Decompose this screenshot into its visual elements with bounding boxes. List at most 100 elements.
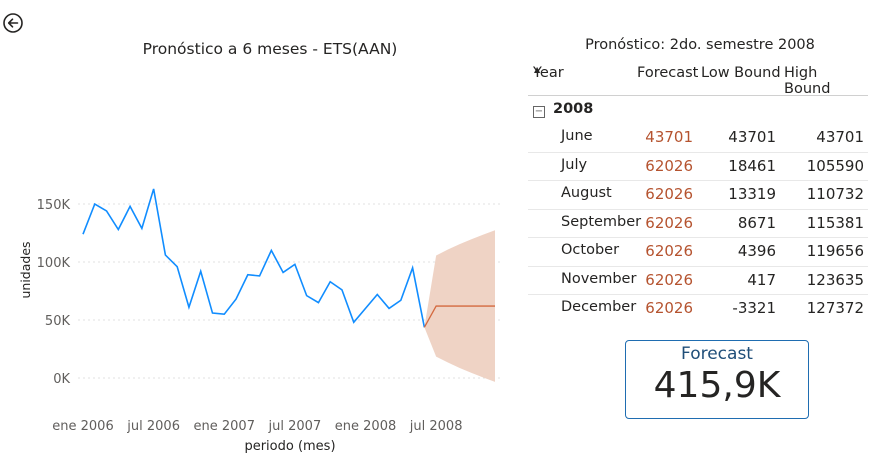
card-value: 415,9K: [653, 365, 781, 406]
forecast-table: Year ▲ Forecast Low Bound High Bound − 2…: [528, 60, 868, 323]
table-row[interactable]: July 62026 18461 105590: [528, 151, 868, 181]
sort-ascending-icon[interactable]: ▲: [534, 65, 541, 74]
actual-data-point[interactable]: [352, 320, 356, 324]
collapse-icon[interactable]: −: [533, 106, 545, 118]
high-bound-cell: 105590: [806, 156, 864, 175]
table-header: Year ▲ Forecast Low Bound High Bound: [528, 60, 868, 97]
actual-data-point[interactable]: [328, 280, 332, 284]
forecast-cell: 62026: [645, 270, 693, 289]
low-bound-cell: 43701: [728, 128, 776, 146]
month-cell: July: [561, 156, 588, 173]
actual-data-point[interactable]: [364, 306, 368, 310]
actual-data-point[interactable]: [152, 187, 156, 191]
forecast-cell: 62026: [645, 242, 693, 260]
actual-data-point[interactable]: [199, 269, 203, 273]
forecast-cell: 62026: [645, 299, 693, 317]
forecast-data-point[interactable]: [422, 325, 426, 329]
forecast-data-point[interactable]: [446, 304, 450, 308]
high-bound-cell: 110732: [806, 185, 864, 203]
header-forecast[interactable]: Forecast: [637, 65, 699, 81]
card-label: Forecast: [681, 344, 753, 364]
actual-data-point[interactable]: [116, 228, 120, 232]
x-tick-label: ene 2006: [52, 419, 113, 434]
forecast-cell: 62026: [645, 213, 693, 232]
table-title: Pronóstico: 2do. semestre 2008: [585, 37, 815, 53]
x-tick-label: ene 2008: [335, 419, 396, 434]
actual-data-point[interactable]: [269, 248, 273, 252]
chart-canvas: Pronóstico a 6 meses - ETS(AAN) 0K 50K 100…: [18, 40, 500, 454]
header-year[interactable]: Year: [533, 65, 564, 81]
table-row[interactable]: August 62026 13319 110732: [528, 180, 868, 209]
actual-data-point[interactable]: [175, 265, 179, 269]
y-tick-label: 100K: [37, 256, 71, 271]
actual-data-point[interactable]: [316, 301, 320, 305]
high-bound-cell: 127372: [806, 299, 864, 317]
actual-data-point[interactable]: [387, 306, 391, 310]
actual-data-point[interactable]: [246, 273, 250, 277]
actual-data-point[interactable]: [340, 288, 344, 292]
forecast-data-point[interactable]: [481, 304, 485, 308]
forecast-data-point[interactable]: [458, 304, 462, 308]
month-cell: December: [561, 299, 637, 315]
x-tick-label: jul 2006: [126, 419, 180, 434]
month-cell: November: [561, 270, 637, 287]
forecast-data-point[interactable]: [469, 304, 473, 308]
y-tick-label: 50K: [45, 314, 71, 329]
header-low-bound[interactable]: Low Bound: [701, 65, 781, 81]
actual-data-point[interactable]: [140, 226, 144, 230]
forecast-series-line: [423, 305, 495, 328]
low-bound-cell: 417: [747, 270, 776, 289]
actual-data-point[interactable]: [187, 305, 191, 309]
table-row[interactable]: September 62026 8671 115381: [528, 208, 868, 238]
x-tick-label: jul 2008: [409, 419, 463, 434]
actual-data-point[interactable]: [305, 294, 309, 298]
actual-data-point[interactable]: [128, 204, 132, 208]
x-axis-label: periodo (mes): [244, 439, 335, 454]
forecast-data-point[interactable]: [493, 304, 497, 308]
high-bound-cell: 119656: [806, 242, 864, 260]
forecast-cell: 62026: [645, 156, 693, 175]
actual-data-point[interactable]: [281, 270, 285, 274]
back-arrow-icon[interactable]: [2, 12, 24, 34]
actual-data-point[interactable]: [411, 266, 415, 270]
actual-data-point[interactable]: [234, 297, 238, 301]
x-tick-label: jul 2007: [268, 419, 322, 434]
table-row[interactable]: June 43701 43701 43701: [528, 124, 868, 152]
actual-data-point[interactable]: [81, 232, 85, 236]
forecast-cell: 62026: [645, 185, 693, 203]
low-bound-cell: 8671: [737, 213, 776, 232]
chart-title: Pronóstico a 6 meses - ETS(AAN): [143, 40, 398, 58]
low-bound-cell: 18461: [728, 156, 776, 175]
low-bound-cell: 4396: [737, 242, 776, 260]
group-row-2008: − 2008: [528, 96, 868, 124]
header-high-bound[interactable]: High Bound: [784, 65, 831, 97]
month-cell: September: [561, 213, 642, 230]
actual-data-point[interactable]: [210, 311, 214, 315]
table-row[interactable]: December 62026 -3321 127372: [528, 294, 868, 323]
forecast-line-chart: Pronóstico a 6 meses - ETS(AAN) 0K 50K 100…: [0, 30, 520, 456]
table-row[interactable]: November 62026 417 123635: [528, 265, 868, 295]
month-cell: June: [561, 128, 593, 144]
actual-data-point[interactable]: [375, 292, 379, 296]
forecast-cell: 43701: [645, 128, 693, 146]
actual-data-point[interactable]: [399, 298, 403, 302]
actual-data-point[interactable]: [258, 274, 262, 278]
high-bound-cell: 43701: [816, 128, 864, 146]
group-label: 2008: [553, 101, 594, 117]
y-tick-label: 150K: [37, 198, 71, 213]
actual-data-point[interactable]: [222, 312, 226, 316]
actual-data-point[interactable]: [105, 209, 109, 213]
table-row[interactable]: October 62026 4396 119656: [528, 237, 868, 266]
y-axis-label: unidades: [18, 241, 33, 298]
forecast-card: Forecast 415,9K: [625, 340, 809, 419]
x-tick-label: ene 2007: [194, 419, 255, 434]
month-cell: August: [561, 185, 612, 201]
actual-data-point[interactable]: [293, 262, 297, 266]
low-bound-cell: -3321: [732, 299, 776, 317]
actual-series-line: [82, 188, 426, 328]
actual-data-point[interactable]: [93, 202, 97, 206]
actual-data-point[interactable]: [163, 253, 167, 257]
high-bound-cell: 115381: [806, 213, 864, 232]
month-cell: October: [561, 242, 620, 258]
forecast-data-point[interactable]: [434, 304, 438, 308]
